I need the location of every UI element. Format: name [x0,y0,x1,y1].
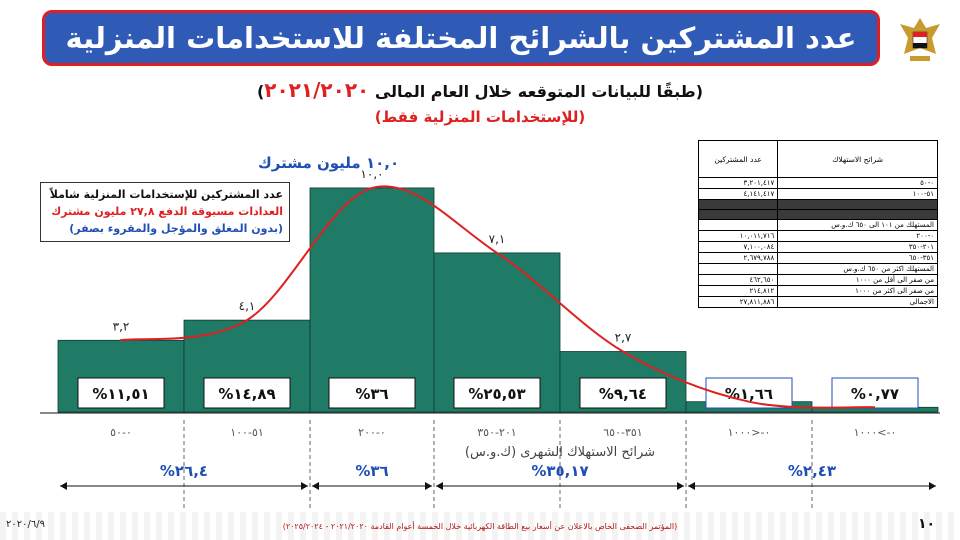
table-row: المستهلك من ١٠١ الى ٦٥٠ ك.و.س [697,219,938,231]
percent-label: %١,٦٦ [725,385,773,403]
footer-caption: (المؤتمر الصحفى الخاص بالاعلان عن أسعار … [282,522,678,531]
bar-value-label: ١٠,٠ [360,167,383,181]
group-percent-label: %٣٦ [355,462,388,480]
table-cell-count: ٢١٤,٨١٢ [697,285,779,297]
table-cell-bracket: ٥١-١٠٠ [777,188,938,200]
bar-value-label: ٢,٧ [615,331,632,345]
table-header-bracket: شرائح الاستهلاك [777,140,938,178]
subtitle-year: ٢٠٢١/٢٠٢٠ [264,78,370,102]
percent-label: %١١,٥١ [92,385,149,403]
table-cell-count: ٧,١٠٠,٠٨٤ [697,241,779,253]
percent-label: %١٤,٨٩ [218,385,275,403]
subscribers-table: شرائح الاستهلاك عدد المشتركين ٠-٥٠ ٣,٢٠١,… [697,140,938,308]
table-row: الاجمالى ٢٧,٨١١,٨٨٦ [697,296,938,308]
category-tick-label: ٠-٢٠٠ [358,426,386,439]
group-percent-label: %٢٦,٤ [160,462,208,480]
table-cell-count: ٣,٢٠١,٤١٧ [697,177,779,189]
table-cell-count: ٤,١٤١,٤١٧ [697,188,779,200]
category-tick-label: ٢٠١-٣٥٠ [477,426,516,439]
note-line-1: عدد المشتركين للإستخدامات المنزلية شاملا… [49,188,283,201]
percent-label: %٠,٧٧ [851,385,899,403]
group-arrow-head [436,482,443,490]
title-banner: عدد المشتركين بالشرائح المختلفة للاستخدا… [42,10,880,66]
category-tick-label: ٠-<١٠٠٠ [728,426,771,439]
group-arrow-head [677,482,684,490]
note-line-3: (بدون المغلق والمؤجل والمقروء بصفر) [69,222,283,235]
bar-value-label: ٣,٢ [113,319,130,333]
table-cell-bracket: ٠-٥٠ [777,177,938,189]
subtitle-prefix: (طبقًا للبيانات المتوقعه خلال العام الما… [374,82,704,101]
subtitle-2: (للإستخدامات المنزلية فقط) [374,108,586,126]
category-tick-label: ٠-٥٠ [110,426,132,439]
percent-box [203,377,291,409]
percent-box [705,377,793,409]
percent-box [328,377,416,409]
table-cell-bracket: الاجمالى [777,296,938,308]
group-arrow-head [929,482,936,490]
group-arrow-head [60,482,67,490]
page-title: عدد المشتركين بالشرائح المختلفة للاستخدا… [65,21,857,55]
table-row: ٠-٢٠٠ ١٠,٠١١,٧١٦ [697,230,938,242]
percent-label: %٩,٦٤ [599,385,647,403]
table-cell-bracket: ٢٠١-٣٥٠ [777,241,938,253]
table-cell-bracket: من صفر الى اكثر من ١٠٠٠ [777,285,938,297]
table-cell-count [697,209,779,220]
table-cell-count: ٢٧,٨١١,٨٨٦ [697,296,779,308]
table-row [697,199,938,210]
subtitle-suffix: ) [256,82,265,101]
table-row: المستهلك اكثر من ٦٥٠ ك.و.س [697,263,938,275]
category-tick-label: ٣٥١-٦٥٠ [603,426,642,439]
table-cell-bracket: ٣٥١-٦٥٠ [777,252,938,264]
percent-box [831,377,919,409]
footer-background [0,512,960,540]
table-cell-count [697,263,779,275]
category-tick-label: ٥١-١٠٠ [230,426,264,439]
table-row: ٢٠١-٣٥٠ ٧,١٠٠,٠٨٤ [697,241,938,253]
subtitle: (طبقًا للبيانات المتوقعه خلال العام الما… [0,78,960,102]
footer-date: ٢٠٢٠/٦/٩ [6,519,45,530]
bar [309,187,435,413]
table-cell-bracket: من صفر الى أقل من ١٠٠٠ [777,274,938,286]
subscribers-note-box: عدد المشتركين للإستخدامات المنزلية شاملا… [40,182,290,242]
table-cell-bracket [777,199,938,210]
table-row: من صفر الى أقل من ١٠٠٠ ٤٦٢,٦٥٠ [697,274,938,286]
group-percent-label: %٢,٤٣ [788,462,836,480]
table-cell-bracket: ٠-٢٠٠ [777,230,938,242]
table-row: ٥١-١٠٠ ٤,١٤١,٤١٧ [697,188,938,200]
bar-value-label: ٧,١ [489,232,506,246]
table-cell-bracket: المستهلك اكثر من ٦٥٠ ك.و.س [777,263,938,275]
table-cell-count: ٤٦٢,٦٥٠ [697,274,779,286]
group-arrow-head [312,482,319,490]
percent-box [453,377,541,409]
percent-label: %٣٦ [355,385,388,403]
egypt-eagle-icon [900,18,940,61]
table-cell-bracket: المستهلك من ١٠١ الى ٦٥٠ ك.و.س [777,219,938,231]
table-cell-count [697,199,779,210]
group-percent-label: %٣٥,١٧ [531,462,588,480]
bar-value-label: ٤,١ [239,299,256,313]
category-tick-label: ٠->١٠٠٠ [854,426,897,439]
group-arrow-head [688,482,695,490]
table-cell-count [697,219,779,231]
group-arrow-head [425,482,432,490]
percent-box [579,377,667,409]
page-number: ١٠ [918,516,936,532]
x-axis-label: شرائح الاستهلاك الشهرى (ك.و.س) [465,445,655,460]
table-row: من صفر الى اكثر من ١٠٠٠ ٢١٤,٨١٢ [697,285,938,297]
table-header-count: عدد المشتركين [697,140,779,178]
distribution-curve [119,185,876,409]
table-row: ٣٥١-٦٥٠ ٢,٦٧٩,٧٨٨ [697,252,938,264]
table-cell-count: ١٠,٠١١,٧١٦ [697,230,779,242]
table-cell-bracket [777,209,938,220]
note-line-2: العدادات مسبوقة الدفع ٢٧,٨ مليون مشترك [51,205,283,218]
group-arrow-head [301,482,308,490]
table-row [697,209,938,220]
table-row: ٠-٥٠ ٣,٢٠١,٤١٧ [697,177,938,189]
peak-note: ١٠,٠ مليون مشترك [258,154,400,172]
table-cell-count: ٢,٦٧٩,٧٨٨ [697,252,779,264]
percent-box [77,377,165,409]
percent-label: %٢٥,٥٣ [468,385,525,403]
